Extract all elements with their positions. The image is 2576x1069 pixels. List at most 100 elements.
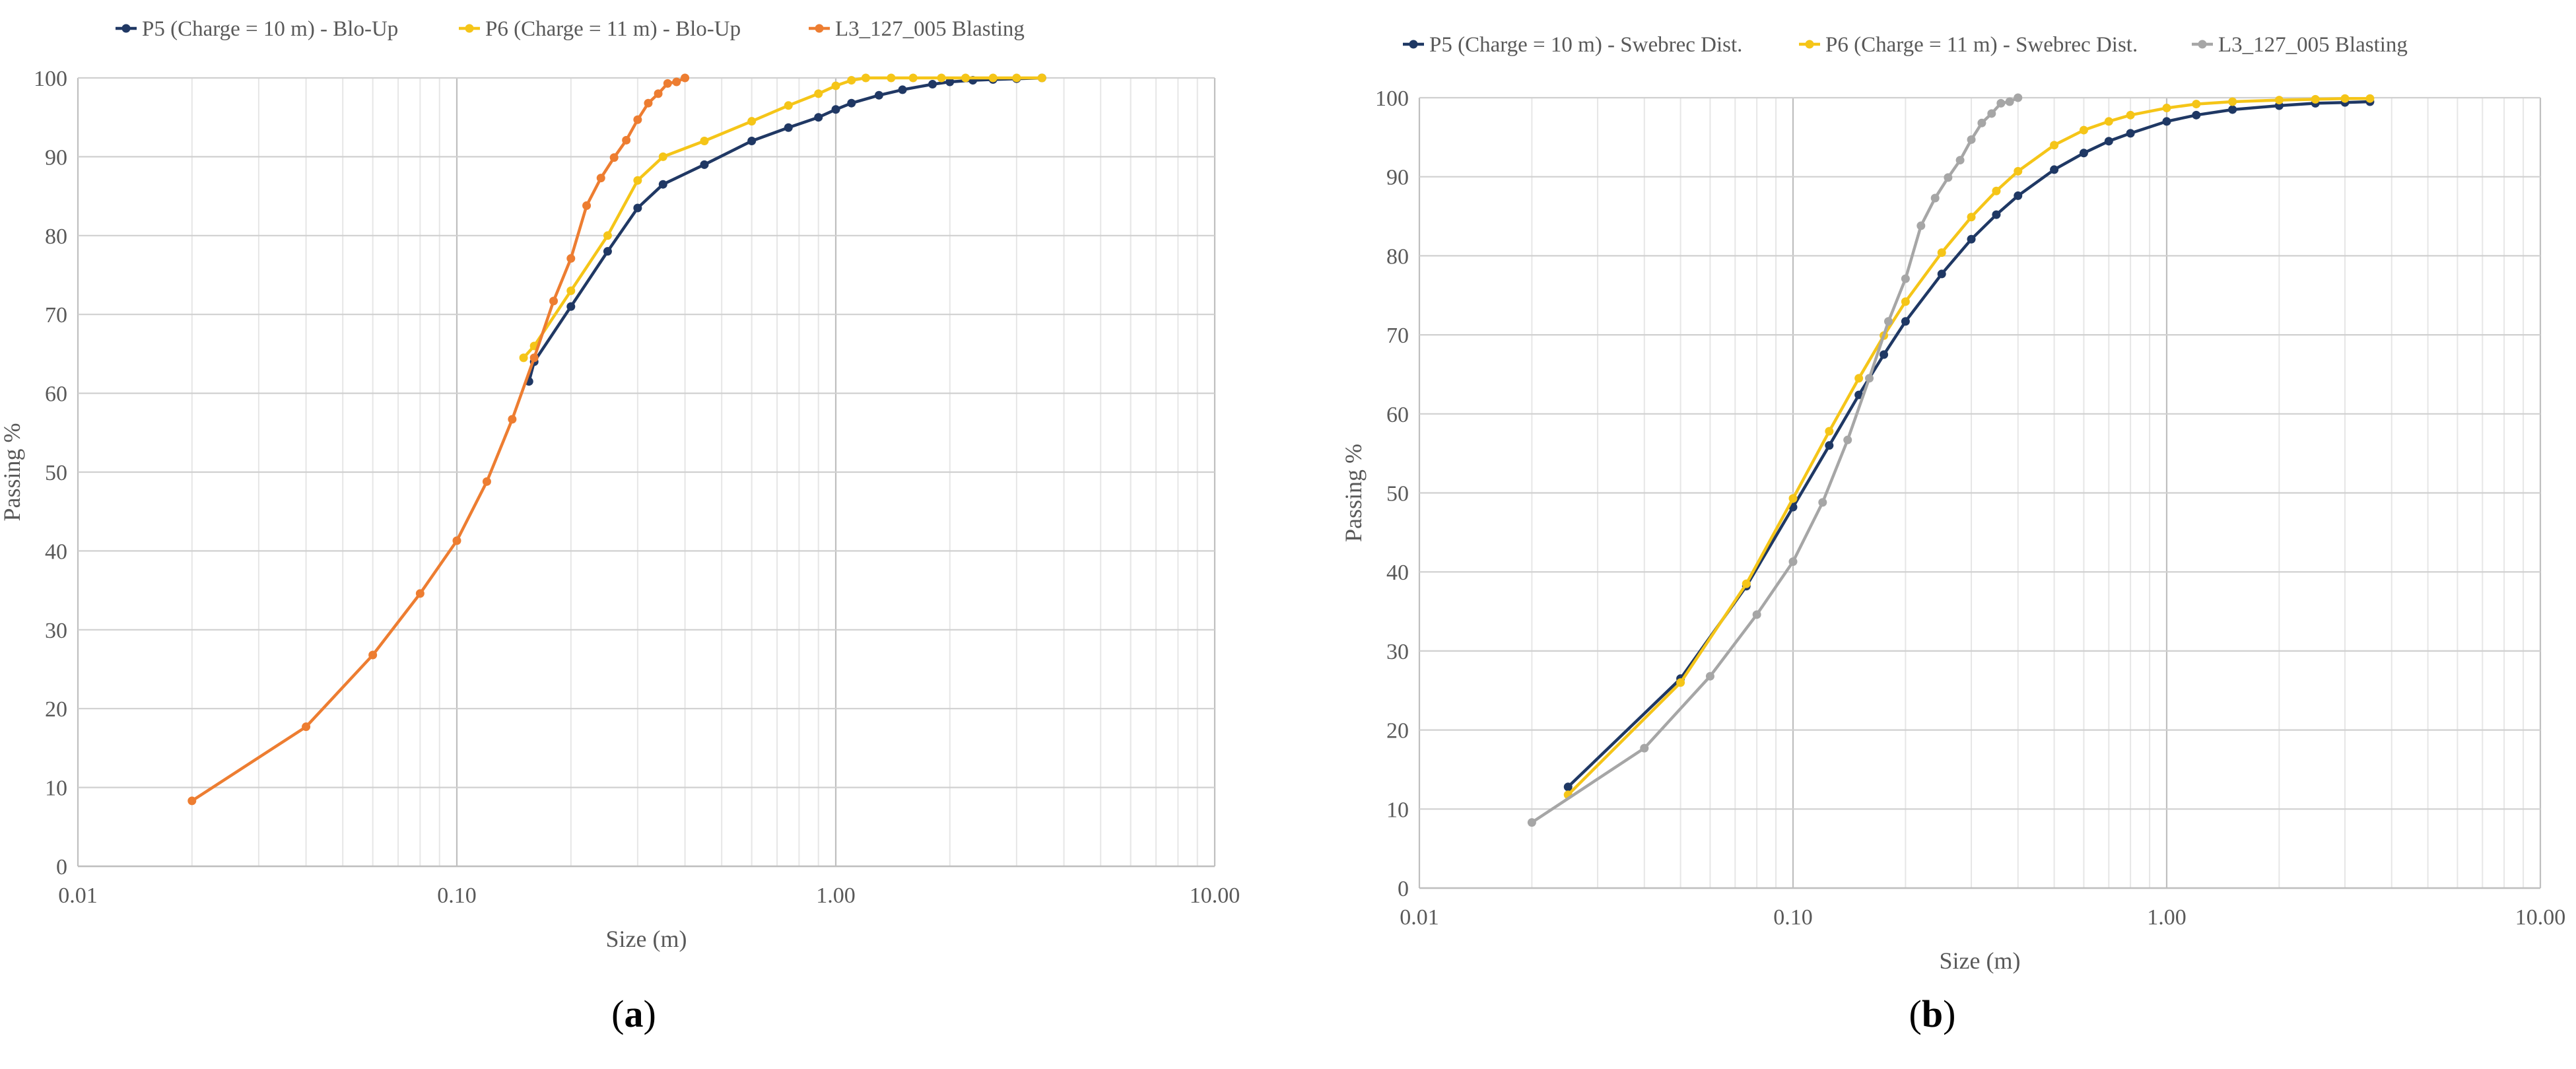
data-point [2162,104,2171,113]
x-axis-title: Size (m) [606,926,687,952]
data-point [633,115,642,124]
gridlines [1418,96,2542,889]
data-point [1955,156,1965,165]
data-point [887,73,896,83]
legend: P5 (Charge = 10 m) - Swebrec Dist. P6 (Ch… [1403,33,2408,57]
y-tick-label: 0 [1398,877,1409,901]
data-point [1752,610,1761,619]
data-point [566,286,576,295]
y-tick-label: 90 [45,145,67,170]
data-point [644,98,653,108]
x-tick-label: 0.10 [1773,905,1813,930]
data-point [549,296,559,306]
y-tick-label: 90 [1386,166,1409,190]
data-series [1527,93,2375,827]
data-point [1825,441,1834,450]
data-point [1901,297,1910,306]
y-tick-label: 30 [1386,640,1409,664]
data-point [1967,213,1976,222]
y-tick-label: 40 [45,539,67,564]
data-point [700,160,709,169]
data-point [1865,374,1874,383]
data-point [519,353,528,362]
data-point [928,80,937,89]
caption-open-paren: ( [1909,992,1922,1035]
data-point [2311,94,2320,104]
legend-marker [121,24,131,33]
data-point [633,176,642,185]
data-point [1987,109,1996,118]
data-point [961,73,970,83]
data-point [2079,125,2088,135]
data-point [1012,73,1021,83]
data-point [747,137,757,146]
x-tick-label: 1.00 [816,883,856,908]
tick-labels: 0 10 20 30 40 50 60 70 80 90 100 0.01 0.10 1.00 10.00 [1375,86,2565,930]
y-tick-label: 50 [1386,482,1409,506]
y-tick-label: 10 [45,776,67,801]
y-tick-label: 40 [1386,561,1409,585]
data-point [452,536,461,545]
panel-caption: (a) [611,992,656,1035]
data-point [2340,94,2350,103]
data-point [1977,118,1986,127]
data-point [1527,818,1536,827]
legend-marker [2198,40,2207,49]
data-point [784,123,793,132]
caption-open-paren: ( [611,992,624,1035]
data-point [2228,105,2237,114]
data-point [1930,193,1940,203]
data-point [582,201,592,210]
panel-letter: a [625,992,644,1035]
legend-marker [1805,40,1814,49]
data-point [1992,186,2001,195]
y-tick-label: 20 [45,697,67,722]
data-point [603,231,612,240]
data-point [2365,94,2375,103]
legend-label: L3_127_005 Blasting [835,17,1025,41]
y-tick-label: 100 [34,67,67,91]
data-point [937,73,946,83]
data-point [658,180,667,189]
y-axis-title: Passing % [1340,444,1367,542]
data-point [1937,248,1946,258]
data-point [2050,165,2059,174]
y-tick-label: 100 [1375,86,1409,111]
data-point [1742,579,1751,588]
data-point [2050,141,2059,150]
y-tick-label: 70 [1386,324,1409,348]
data-point [1944,173,1953,182]
data-point [566,302,576,311]
data-point [1967,135,1976,144]
legend-marker [465,24,474,33]
tick-labels: 0 10 20 30 40 50 60 70 80 90 100 0.01 0.10 1.00 10.00 [34,67,1240,908]
data-point [2126,129,2135,138]
data-point [609,153,619,162]
legend: P5 (Charge = 10 m) - Blo-Up P6 (Charge = … [116,17,1025,41]
panel-caption: (b) [1909,992,1956,1035]
data-point [1788,494,1798,503]
data-point [2104,137,2113,146]
data-point [1883,317,1893,326]
data-point [2014,191,2023,200]
data-point [1843,435,1852,444]
caption-close-paren: ) [644,992,656,1035]
data-point [2005,97,2014,106]
data-point [663,79,672,88]
data-point [415,589,424,598]
x-tick-label: 10.00 [2515,905,2566,930]
data-point [831,81,840,90]
legend-label: P5 (Charge = 10 m) - Swebrec Dist. [1429,33,1742,57]
data-point [622,135,631,145]
data-point [1901,274,1910,283]
data-point [847,76,856,85]
data-point [681,73,690,83]
data-point [1676,678,1685,687]
data-point [302,722,311,732]
x-axis-title: Size (m) [1940,948,2021,974]
data-point [1916,221,1926,230]
